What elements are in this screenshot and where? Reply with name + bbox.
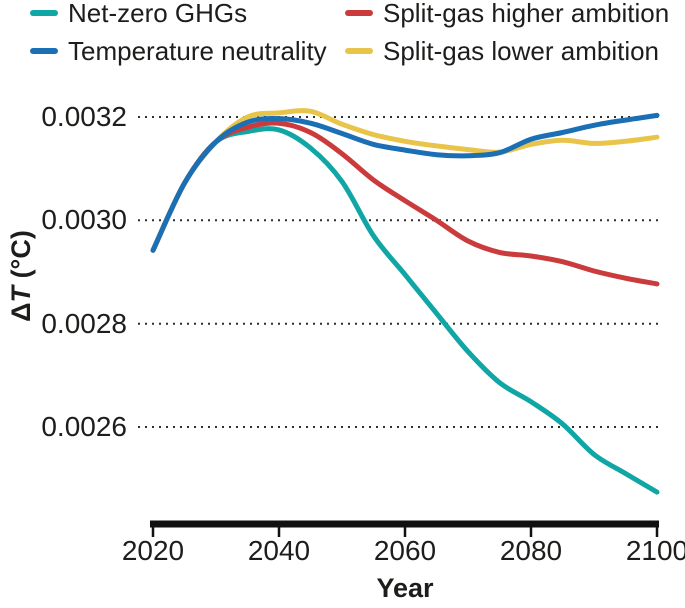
x-tick-label: 2080 <box>499 535 563 566</box>
y-axis-title-symbol: T <box>6 285 36 303</box>
y-tick-label: 0.0026 <box>41 411 127 442</box>
x-tick-label: 2020 <box>121 535 185 566</box>
legend-label-net-zero-ghgs: Net-zero GHGs <box>68 0 248 28</box>
temperature-neutrality-swatch-icon <box>30 47 58 55</box>
chart-legend: Net-zero GHGs Temperature neutrality Spl… <box>30 0 669 70</box>
y-axis-title-unit: (°C) <box>6 230 36 286</box>
split-gas-lower-ambition-line <box>150 108 660 253</box>
x-tick-label: 2060 <box>373 535 437 566</box>
legend-label-split-gas-higher-ambition: Split-gas higher ambition <box>383 0 670 28</box>
split-gas-higher-ambition-line <box>150 120 660 287</box>
x-tick-label: 2100 <box>625 535 685 566</box>
y-tick-label: 0.0028 <box>41 307 127 339</box>
y-tick-label: 0.0030 <box>41 204 127 236</box>
net-zero-ghgs-swatch-icon <box>30 9 58 17</box>
legend-label-temperature-neutrality: Temperature neutrality <box>68 36 327 66</box>
legend-label-split-gas-lower-ambition: Split-gas lower ambition <box>383 36 660 66</box>
legend-item-temperature-neutrality: Temperature neutrality <box>30 38 345 64</box>
legend-item-split-gas-lower-ambition: Split-gas lower ambition <box>345 38 669 64</box>
split-gas-higher-ambition-swatch-icon <box>345 9 373 17</box>
legend-item-split-gas-higher-ambition: Split-gas higher ambition <box>345 0 669 26</box>
split-gas-lower-ambition-swatch-icon <box>345 47 373 55</box>
legend-item-net-zero-ghgs: Net-zero GHGs <box>30 0 345 26</box>
y-tick-label: 0.0032 <box>41 101 127 132</box>
x-tick-label: 2040 <box>247 535 311 566</box>
x-axis-title: Year <box>376 573 434 603</box>
net-zero-ghgs-line <box>150 126 660 495</box>
temperature-neutrality-line <box>150 112 660 253</box>
